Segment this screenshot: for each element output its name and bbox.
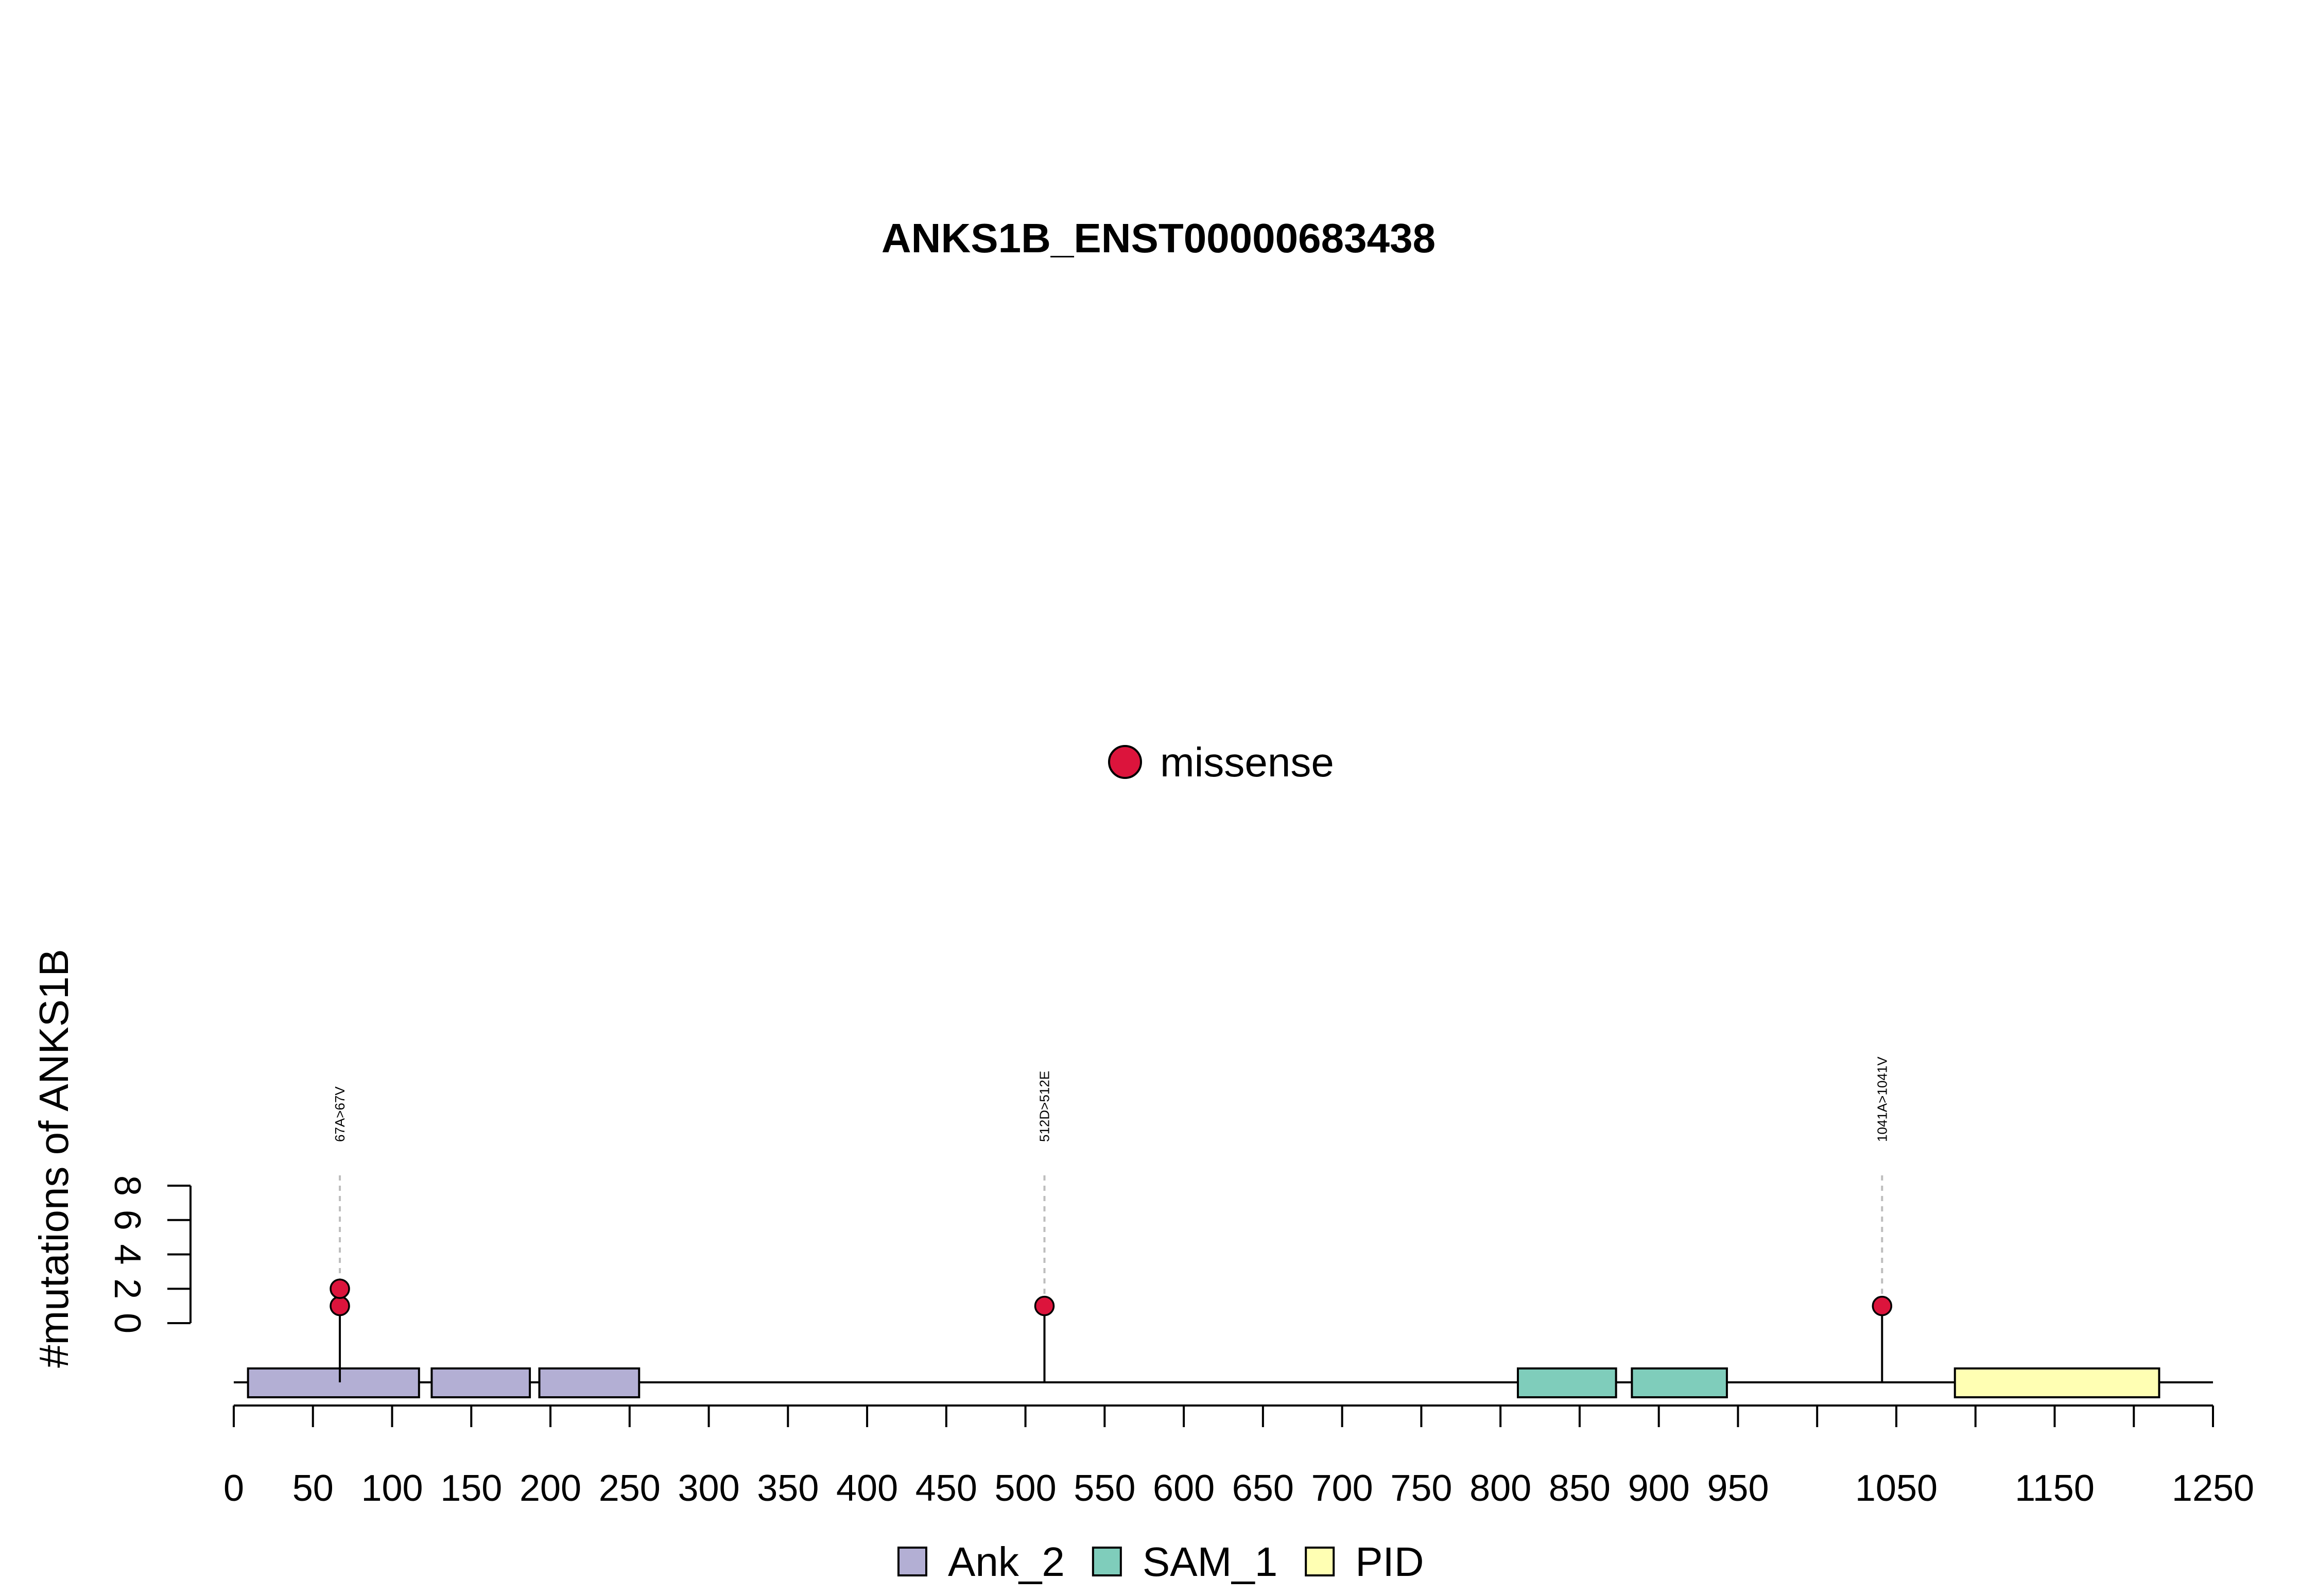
- chart-title: ANKS1B_ENST00000683438: [881, 215, 1436, 261]
- x-tick-label: 950: [1707, 1468, 1769, 1509]
- mutation-label: 1041A>1041V: [1874, 1056, 1890, 1142]
- domain-SAM_1: [1516, 1367, 1617, 1398]
- legend-label-SAM_1: SAM_1: [1143, 1539, 1277, 1585]
- mutation-label: 67A>67V: [332, 1086, 348, 1142]
- mutation-dot: [330, 1295, 350, 1316]
- mutation-512: 512D>512E: [1034, 1071, 1055, 1382]
- mutation-label: 512D>512E: [1037, 1071, 1052, 1142]
- domain-legend: Ank_2 SAM_1 PID: [897, 1539, 1424, 1585]
- x-tick-label: 350: [757, 1468, 819, 1509]
- x-tick-label: 600: [1153, 1468, 1215, 1509]
- legend-marker-missense: [1108, 745, 1142, 779]
- y-axis: 0 2 4 6 8: [107, 1175, 192, 1333]
- x-tick-label: 750: [1390, 1468, 1452, 1509]
- y-tick-label: 0: [107, 1313, 148, 1333]
- x-tick-label: 550: [1074, 1468, 1135, 1509]
- x-tick-label: 0: [223, 1468, 244, 1509]
- y-axis-label: #mutations of ANKS1B: [31, 949, 77, 1368]
- x-tick-label: 1250: [2172, 1468, 2254, 1509]
- domain-PID: [1953, 1367, 2160, 1398]
- protein-track: [234, 1367, 2213, 1398]
- mutation-dot: [1034, 1295, 1055, 1316]
- y-tick-label: 8: [107, 1175, 148, 1196]
- mutation-1041: 1041A>1041V: [1872, 1056, 1893, 1382]
- x-tick-label: 900: [1628, 1468, 1690, 1509]
- x-tick-label: 800: [1469, 1468, 1531, 1509]
- mutation-dot: [1872, 1295, 1893, 1316]
- x-axis: 0 50 100 150 200 250 300 350 400 450 500 550 600 650 7…: [223, 1404, 2254, 1509]
- y-tick-label: 6: [107, 1210, 148, 1230]
- x-tick-label: 200: [520, 1468, 581, 1509]
- mutation-legend: missense: [1108, 739, 1334, 785]
- x-tick-label: 1150: [2015, 1468, 2095, 1509]
- legend-label-Ank_2: Ank_2: [948, 1539, 1065, 1585]
- x-tick-label: 100: [361, 1468, 423, 1509]
- x-tick-label: 250: [599, 1468, 661, 1509]
- mutation-lollipops: 67A>67V 512D>512E 1041A>1041V: [330, 1056, 1893, 1382]
- domain-SAM_1: [1631, 1367, 1728, 1398]
- y-tick-label: 2: [107, 1278, 148, 1299]
- x-tick-label: 300: [678, 1468, 739, 1509]
- domain-Ank_2: [247, 1367, 420, 1398]
- x-tick-label: 450: [915, 1468, 977, 1509]
- x-tick-label: 700: [1311, 1468, 1373, 1509]
- legend-label-missense: missense: [1160, 739, 1334, 785]
- x-tick-label: 850: [1549, 1468, 1611, 1509]
- x-tick-label: 650: [1232, 1468, 1294, 1509]
- mutation-dot: [330, 1278, 350, 1299]
- x-tick-label: 500: [995, 1468, 1057, 1509]
- legend-swatch-PID: [1305, 1547, 1335, 1576]
- domain-Ank_2: [430, 1367, 531, 1398]
- x-tick-label: 150: [440, 1468, 502, 1509]
- y-tick-label: 4: [107, 1244, 148, 1264]
- x-tick-label: 400: [836, 1468, 898, 1509]
- mutation-67: 67A>67V: [330, 1086, 350, 1382]
- legend-swatch-Ank_2: [897, 1547, 927, 1576]
- domain-Ank_2: [538, 1367, 641, 1398]
- x-tick-label: 50: [292, 1468, 334, 1509]
- x-tick-label: 1050: [1855, 1468, 1938, 1509]
- legend-label-PID: PID: [1355, 1539, 1424, 1585]
- legend-swatch-SAM_1: [1092, 1547, 1122, 1576]
